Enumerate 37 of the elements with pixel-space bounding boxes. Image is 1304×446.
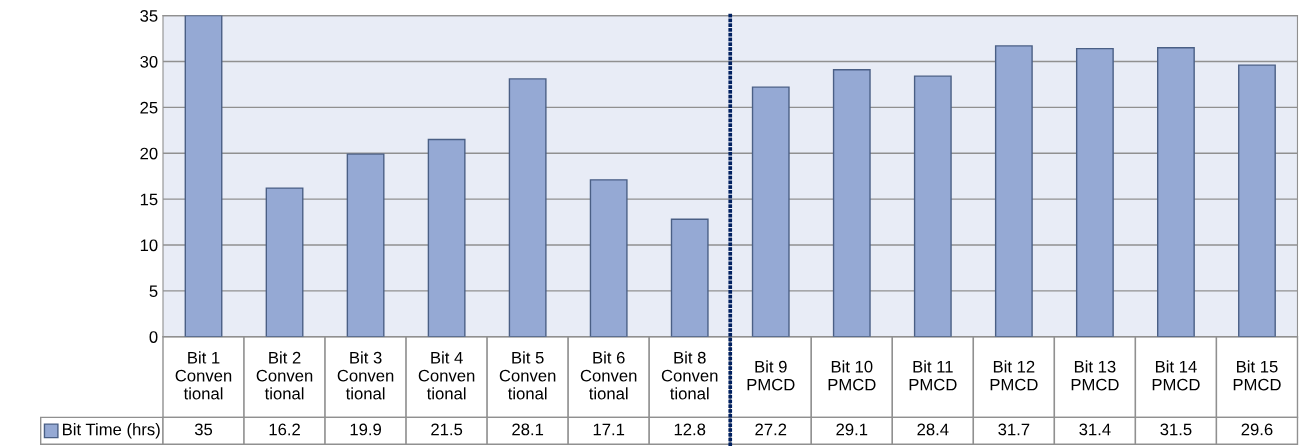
data-label: 17.1 (593, 423, 625, 436)
y-tick-label: 5 (149, 285, 158, 298)
x-tick-label: Bit 2 Conven tional (256, 351, 313, 400)
data-label: 31.7 (998, 423, 1030, 436)
y-tick-label: 10 (140, 239, 158, 252)
data-label: 31.5 (1160, 423, 1192, 436)
x-tick-label: Bit 13 PMCD (1071, 360, 1119, 391)
data-label: 35 (194, 423, 213, 436)
x-tick-label: Bit 5 Conven tional (499, 351, 556, 400)
x-tick-label: Bit 3 Conven tional (337, 351, 394, 400)
y-tick-label: 20 (140, 147, 158, 160)
y-tick-label: 25 (140, 101, 158, 114)
x-tick-label: Bit 6 Conven tional (580, 351, 637, 400)
legend-label: Bit Time (hrs) (63, 423, 160, 439)
y-tick-label: 35 (140, 10, 158, 22)
data-label: 12.8 (674, 423, 706, 436)
data-label: 29.6 (1241, 423, 1273, 436)
x-tick-label: Bit 11 PMCD (909, 360, 957, 391)
data-label: 21.5 (431, 423, 463, 436)
x-tick-label: Bit 8 Conven tional (661, 351, 718, 400)
x-tick-label: Bit 9 PMCD (747, 360, 795, 391)
y-tick-label: 30 (140, 55, 158, 68)
data-label: 28.4 (917, 423, 949, 436)
x-tick-label: Bit 1 Conven tional (175, 351, 232, 400)
x-tick-label: Bit 4 Conven tional (418, 351, 475, 400)
y-tick-label: 15 (140, 193, 158, 206)
data-label: 16.2 (269, 423, 300, 436)
data-label: 19.9 (350, 423, 382, 436)
y-tick-label: 0 (149, 331, 158, 343)
x-tick-label: Bit 12 PMCD (990, 360, 1038, 391)
data-label: 29.1 (836, 423, 868, 436)
x-tick-label: Bit 14 PMCD (1152, 360, 1200, 391)
x-tick-label: Bit 15 PMCD (1233, 360, 1281, 391)
data-label: 28.1 (512, 423, 544, 436)
x-tick-label: Bit 10 PMCD (828, 360, 876, 391)
data-label: 27.2 (755, 423, 787, 436)
data-label: 31.4 (1079, 423, 1111, 436)
